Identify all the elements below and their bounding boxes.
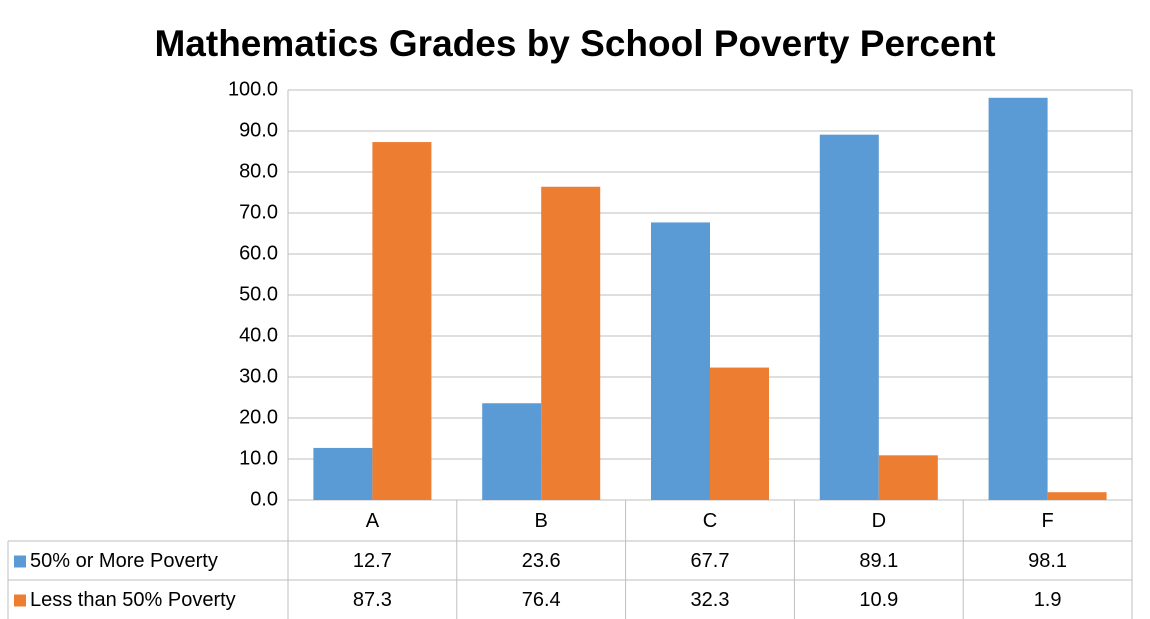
table-cell: 98.1: [1028, 550, 1067, 572]
y-tick-label: 60.0: [239, 242, 278, 264]
table-cell: 1.9: [1034, 589, 1062, 611]
legend-key: [14, 555, 26, 568]
x-tick-label: B: [535, 510, 548, 532]
y-tick-label: 30.0: [239, 365, 278, 387]
bar: [372, 142, 432, 500]
y-tick-label: 100.0: [228, 78, 278, 100]
bar: [541, 186, 601, 500]
legend-label: 50% or More Poverty: [30, 550, 218, 572]
y-tick-label: 40.0: [239, 324, 278, 346]
bar: [819, 134, 879, 500]
y-tick-label: 70.0: [239, 201, 278, 223]
x-tick-label: D: [872, 510, 886, 532]
x-tick-label: C: [703, 510, 717, 532]
table-cell: 32.3: [691, 589, 730, 611]
table-cell: 10.9: [859, 589, 898, 611]
bar: [988, 97, 1048, 500]
y-tick-label: 0.0: [250, 488, 278, 510]
legend-label: Less than 50% Poverty: [30, 589, 236, 611]
legend-key: [14, 594, 26, 607]
y-tick-label: 80.0: [239, 160, 278, 182]
bar: [710, 367, 769, 500]
y-tick-label: 20.0: [239, 406, 278, 428]
table-cell: 89.1: [859, 550, 898, 572]
bar: [651, 222, 710, 500]
bar: [482, 403, 542, 500]
table-cell: 87.3: [353, 589, 392, 611]
chart-title: Mathematics Grades by School Poverty Per…: [154, 23, 995, 64]
table-cell: 67.7: [691, 550, 730, 572]
table-cell: 76.4: [522, 589, 561, 611]
x-tick-label: A: [366, 510, 380, 532]
y-tick-label: 10.0: [239, 447, 278, 469]
bar: [313, 447, 373, 500]
table-cell: 12.7: [353, 550, 392, 572]
y-tick-label: 50.0: [239, 283, 278, 305]
bar: [878, 455, 938, 500]
y-tick-label: 90.0: [239, 119, 278, 141]
x-tick-label: F: [1041, 510, 1053, 532]
table-cell: 23.6: [522, 550, 561, 572]
bar: [1047, 492, 1107, 500]
